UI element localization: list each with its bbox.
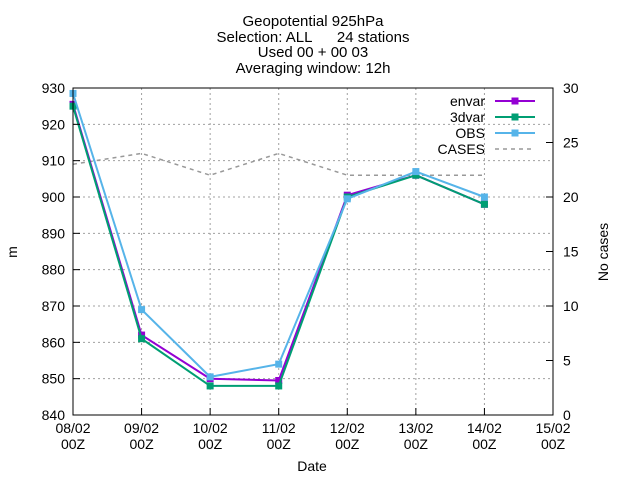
legend-label-envar: envar bbox=[450, 93, 485, 109]
data-point-obs bbox=[412, 168, 420, 176]
legend-marker-3dvar bbox=[511, 113, 519, 121]
y2-tick-label: 25 bbox=[563, 135, 579, 151]
legend-marker-obs bbox=[511, 129, 519, 137]
y2-tick-label: 20 bbox=[563, 189, 579, 205]
x-tick-label-date: 11/02 bbox=[262, 420, 296, 436]
y-tick-label: 880 bbox=[42, 262, 66, 278]
x-tick-label-hour: 00Z bbox=[472, 436, 497, 452]
grid-lines bbox=[73, 88, 553, 415]
data-point-obs bbox=[275, 360, 283, 368]
y-tick-label: 910 bbox=[42, 153, 66, 169]
data-point-obs bbox=[343, 195, 351, 203]
data-point-obs bbox=[206, 373, 214, 381]
legend-label-cases: CASES bbox=[438, 141, 485, 157]
legend-label-obs: OBS bbox=[455, 125, 485, 141]
y-tick-label: 920 bbox=[42, 116, 66, 132]
y2-tick-label: 15 bbox=[563, 244, 579, 260]
x-tick-label-date: 12/02 bbox=[330, 420, 365, 436]
y-axis-label: m bbox=[4, 246, 20, 258]
series-3dvar bbox=[69, 102, 488, 390]
data-point-3dvar bbox=[275, 382, 283, 390]
x-tick-label-hour: 00Z bbox=[404, 436, 429, 452]
x-tick-label-hour: 00Z bbox=[267, 436, 292, 452]
x-tick-label-date: 14/02 bbox=[467, 420, 502, 436]
x-tick-label-date: 13/02 bbox=[398, 420, 433, 436]
legend-marker-envar bbox=[511, 97, 519, 105]
data-point-3dvar bbox=[206, 382, 214, 390]
data-point-3dvar bbox=[480, 200, 488, 208]
x-tick-label-hour: 00Z bbox=[130, 436, 155, 452]
data-point-obs bbox=[480, 193, 488, 201]
x-axis-label: Date bbox=[297, 458, 327, 474]
x-tick-label-date: 09/02 bbox=[124, 420, 159, 436]
axes: 840 850 860 870 880 890 900 910 920 930 0 5 10 15 20 25… bbox=[42, 80, 579, 452]
chart-title-line-1: Geopotential 925hPa bbox=[243, 13, 385, 30]
x-tick-label-date: 10/02 bbox=[193, 420, 228, 436]
y-tick-label: 850 bbox=[42, 371, 66, 387]
chart-title-line-3: Used 00 + 00 03 bbox=[258, 44, 369, 61]
x-tick-label-hour: 00Z bbox=[61, 436, 86, 452]
data-point-3dvar bbox=[412, 171, 420, 179]
x-tick-label-hour: 00Z bbox=[541, 436, 566, 452]
legend-label-3dvar: 3dvar bbox=[450, 109, 485, 125]
chart-title-line-4: Averaging window: 12h bbox=[236, 60, 391, 77]
data-point-obs bbox=[138, 306, 146, 314]
data-point-envar bbox=[275, 376, 283, 384]
x-tick-label-date: 15/02 bbox=[535, 420, 570, 436]
y-tick-label: 900 bbox=[42, 189, 66, 205]
chart-title: Geopotential 925hPa Selection: ALL 24 st… bbox=[217, 13, 410, 77]
y2-tick-label: 30 bbox=[563, 80, 579, 96]
chart-title-line-2: Selection: ALL 24 stations bbox=[217, 29, 410, 46]
data-point-3dvar bbox=[138, 335, 146, 343]
y-tick-label: 870 bbox=[42, 298, 66, 314]
y-tick-label: 930 bbox=[42, 80, 66, 96]
y2-tick-label: 10 bbox=[563, 298, 579, 314]
y-tick-label: 860 bbox=[42, 334, 66, 350]
y-tick-label: 840 bbox=[42, 407, 66, 423]
data-point-envar bbox=[138, 331, 146, 339]
y2-tick-label: 5 bbox=[563, 353, 571, 369]
y-tick-label: 890 bbox=[42, 225, 66, 241]
y2-tick-label: 0 bbox=[563, 407, 571, 423]
x-tick-label-date: 08/02 bbox=[55, 420, 90, 436]
x-tick-label-hour: 00Z bbox=[335, 436, 360, 452]
x-tick-label-hour: 00Z bbox=[198, 436, 223, 452]
y2-axis-label: No cases bbox=[595, 223, 611, 281]
